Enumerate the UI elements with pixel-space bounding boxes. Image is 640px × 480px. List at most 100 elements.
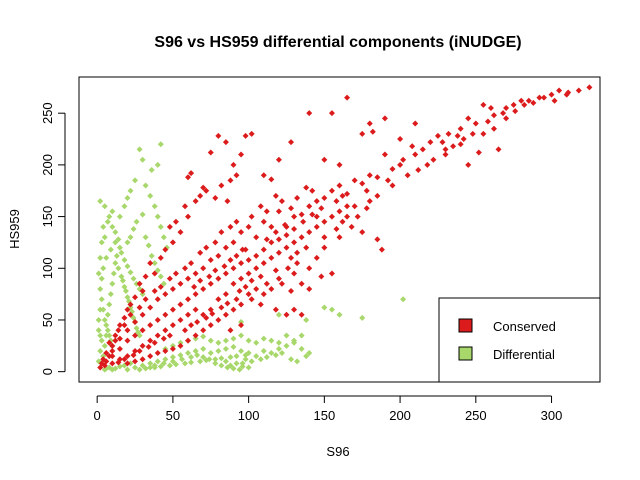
data-point bbox=[275, 249, 282, 256]
data-point bbox=[224, 300, 231, 307]
data-point bbox=[160, 280, 167, 287]
data-point bbox=[253, 234, 260, 241]
data-points bbox=[95, 84, 593, 373]
data-point bbox=[104, 327, 111, 334]
x-axis-label: S96 bbox=[326, 444, 349, 459]
data-point bbox=[291, 225, 298, 232]
data-point bbox=[139, 211, 146, 218]
data-point bbox=[200, 184, 207, 191]
data-point bbox=[442, 151, 449, 158]
data-point bbox=[115, 236, 122, 243]
data-point bbox=[98, 296, 105, 303]
data-point bbox=[586, 84, 593, 91]
y-tick-label: 0 bbox=[40, 368, 55, 375]
data-point bbox=[162, 347, 169, 354]
data-point bbox=[154, 358, 161, 365]
data-point bbox=[154, 296, 161, 303]
data-point bbox=[303, 353, 310, 360]
data-point bbox=[298, 234, 305, 241]
data-point bbox=[215, 316, 222, 323]
data-point bbox=[115, 265, 122, 272]
data-point bbox=[359, 314, 366, 321]
data-point bbox=[185, 174, 192, 181]
data-point bbox=[230, 365, 237, 372]
data-point bbox=[321, 244, 328, 251]
data-point bbox=[215, 275, 222, 282]
data-point bbox=[260, 172, 267, 179]
data-point bbox=[333, 198, 340, 205]
data-point bbox=[154, 316, 161, 323]
data-point bbox=[238, 347, 245, 354]
data-point bbox=[115, 359, 122, 366]
data-point bbox=[495, 146, 502, 153]
data-point bbox=[121, 322, 128, 329]
data-point bbox=[389, 182, 396, 189]
data-point bbox=[366, 120, 373, 127]
data-point bbox=[484, 118, 491, 125]
data-point bbox=[563, 91, 570, 98]
data-point bbox=[192, 335, 199, 342]
data-point bbox=[107, 246, 114, 253]
data-point bbox=[238, 332, 245, 339]
data-point bbox=[397, 136, 404, 143]
data-point bbox=[230, 280, 237, 287]
data-point bbox=[124, 263, 131, 270]
data-point bbox=[272, 352, 279, 359]
data-point bbox=[207, 337, 214, 344]
data-point bbox=[268, 176, 275, 183]
legend: Conserved Differential bbox=[438, 297, 601, 383]
data-point bbox=[169, 239, 176, 246]
x-tick-label: 50 bbox=[166, 408, 180, 423]
data-point bbox=[139, 327, 146, 334]
data-point bbox=[242, 283, 249, 290]
data-point bbox=[521, 101, 528, 108]
data-point bbox=[182, 265, 189, 272]
data-point bbox=[166, 275, 173, 282]
data-point bbox=[268, 350, 275, 357]
data-point bbox=[97, 347, 104, 354]
data-point bbox=[490, 112, 497, 119]
data-point bbox=[500, 110, 507, 117]
data-point bbox=[230, 265, 237, 272]
data-point bbox=[157, 273, 164, 280]
data-point bbox=[178, 356, 185, 363]
data-point bbox=[147, 304, 154, 311]
data-point bbox=[291, 239, 298, 246]
data-point bbox=[188, 359, 195, 366]
data-point bbox=[230, 335, 237, 342]
data-point bbox=[116, 213, 123, 220]
data-point bbox=[207, 149, 214, 156]
data-point bbox=[200, 311, 207, 318]
data-point bbox=[263, 354, 270, 361]
data-point bbox=[445, 130, 452, 137]
data-point bbox=[212, 194, 219, 201]
data-point bbox=[169, 322, 176, 329]
data-point bbox=[263, 280, 270, 287]
data-point bbox=[118, 249, 125, 256]
data-point bbox=[275, 345, 282, 352]
data-point bbox=[222, 345, 229, 352]
data-point bbox=[503, 105, 510, 112]
data-point bbox=[194, 352, 201, 359]
data-point bbox=[103, 332, 110, 339]
data-point bbox=[127, 234, 134, 241]
data-point bbox=[200, 327, 207, 334]
data-point bbox=[348, 223, 355, 230]
data-point bbox=[185, 350, 192, 357]
y-tick-label: 250 bbox=[40, 102, 55, 124]
data-point bbox=[116, 345, 123, 352]
data-point bbox=[306, 350, 313, 357]
data-point bbox=[230, 343, 237, 350]
data-point bbox=[363, 187, 370, 194]
data-point bbox=[306, 285, 313, 292]
data-point bbox=[154, 213, 161, 220]
data-point bbox=[291, 270, 298, 277]
data-point bbox=[182, 327, 189, 334]
data-point bbox=[318, 273, 325, 280]
data-point bbox=[127, 301, 134, 308]
data-point bbox=[124, 360, 131, 367]
data-point bbox=[336, 311, 343, 318]
data-point bbox=[300, 218, 307, 225]
data-point bbox=[132, 332, 139, 339]
data-point bbox=[116, 335, 123, 342]
